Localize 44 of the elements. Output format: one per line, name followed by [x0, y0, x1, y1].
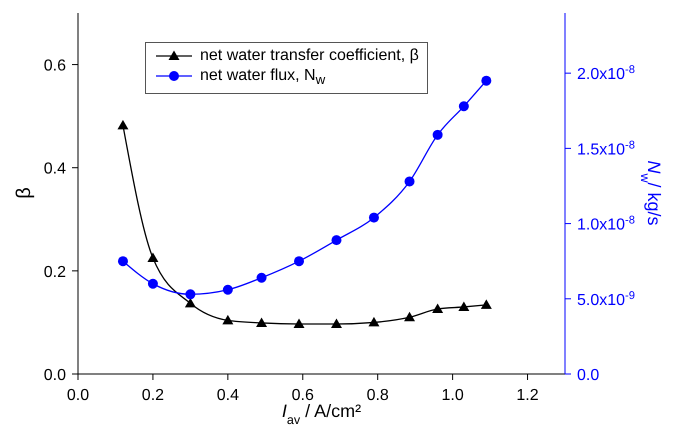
point [480, 299, 492, 309]
point [404, 312, 416, 322]
point [331, 235, 342, 246]
point [256, 272, 267, 283]
legend-label: net water flux, N$_{w}$ [200, 67, 326, 88]
point [118, 256, 128, 266]
point [368, 316, 380, 326]
x-tick-label: 0.2 [142, 387, 164, 404]
point [432, 304, 444, 314]
y2-tick-label: 1.5x10$^{-8}$ [577, 139, 635, 158]
y2-tick-label: 2.0x10$^{-8}$ [577, 64, 635, 84]
y-tick-label: 0.0 [44, 367, 66, 384]
point [294, 256, 304, 266]
y-axis-title: β [13, 187, 35, 199]
point [184, 298, 196, 308]
x-tick-label: 0.8 [366, 387, 389, 404]
y2-tick-label: 5.0x10$^{-9}$ [577, 290, 635, 309]
point [458, 301, 470, 311]
point [185, 289, 196, 300]
point [222, 314, 234, 324]
x-tick-label: 1.2 [516, 387, 539, 404]
point [481, 76, 492, 86]
x-tick-label: 0.4 [216, 387, 240, 404]
point [404, 176, 415, 186]
x-tick-label: 0.6 [292, 387, 314, 404]
y-tick-label: 0.2 [44, 264, 66, 281]
point [256, 317, 268, 327]
point [368, 212, 379, 223]
y2-tick-label: 1.0x10$^{-8}$ [577, 214, 635, 234]
y2-tick-label: 0.0 [577, 367, 600, 384]
x-tick-label: 0.0 [66, 387, 90, 404]
point [294, 318, 305, 328]
y-tick-label: 0.6 [44, 58, 66, 75]
point [330, 318, 342, 328]
x-axis-title: I$_{av}$ / A/cm² [282, 401, 362, 427]
point [117, 120, 128, 130]
point [147, 252, 158, 262]
y-tick-label: 0.4 [44, 160, 66, 178]
point [148, 278, 158, 289]
point [432, 130, 443, 140]
point [458, 101, 469, 112]
x-tick-label: 1.0 [441, 387, 464, 404]
point [222, 284, 233, 295]
legend-label: net water transfer coefficient, β [200, 47, 419, 64]
